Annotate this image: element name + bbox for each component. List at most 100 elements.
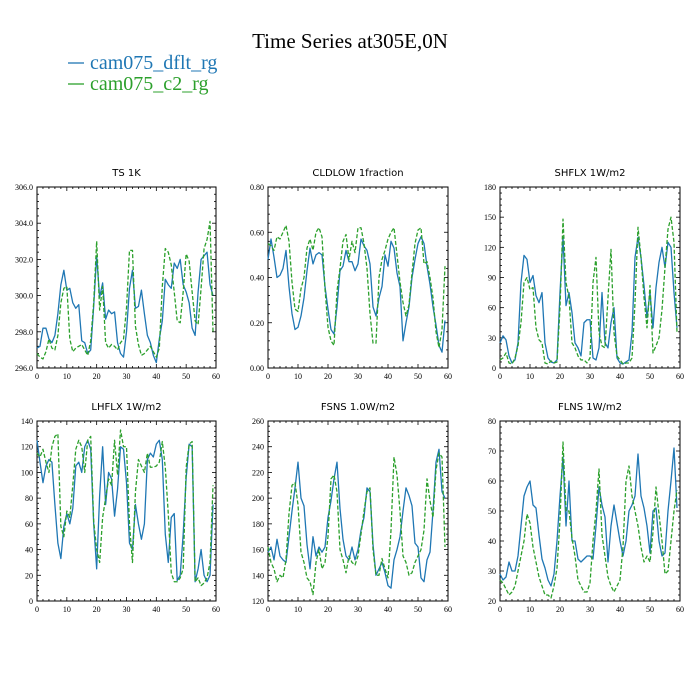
x-tick-label: 40 <box>616 605 624 614</box>
y-tick-label: 180 <box>484 183 496 192</box>
panel-3: SHFLX 1W/m2 0 10 20 30 40 50 60 0 30 60 90 120 150 180 <box>484 168 684 381</box>
x-tick-label: 0 <box>35 372 39 381</box>
x-tick-label: 60 <box>676 605 684 614</box>
x-tick-label: 0 <box>266 605 270 614</box>
y-tick-label: 296.0 <box>15 364 33 373</box>
x-tick-label: 20 <box>324 372 332 381</box>
x-tick-label: 20 <box>324 605 332 614</box>
y-tick-label: 80 <box>488 417 496 426</box>
series-line-1 <box>267 448 446 589</box>
x-tick-label: 40 <box>152 605 160 614</box>
panel-title: LHFLX 1W/m2 <box>91 402 161 413</box>
x-tick-label: 50 <box>646 605 654 614</box>
x-tick-label: 60 <box>444 605 452 614</box>
series-line-2 <box>267 452 446 596</box>
panel-title: SHFLX 1W/m2 <box>555 168 626 179</box>
y-tick-label: 120 <box>21 443 33 452</box>
panel-5: FSNS 1.0W/m2 0 10 20 30 40 50 60 120 140 160 180 200… <box>252 402 452 614</box>
y-tick-label: 302.0 <box>15 255 33 264</box>
y-tick-label: 0.00 <box>250 364 264 373</box>
x-tick-label: 40 <box>152 372 160 381</box>
y-tick-label: 240 <box>252 443 264 452</box>
y-tick-label: 30 <box>488 334 496 343</box>
x-tick-label: 50 <box>646 372 654 381</box>
panel-6: FLNS 1W/m2 0 10 20 30 40 50 60 20 30 40 50 60 70 80 <box>488 402 684 614</box>
y-tick-label: 20 <box>25 571 33 580</box>
y-tick-label: 120 <box>252 597 264 606</box>
series-line-2 <box>36 220 214 360</box>
x-tick-label: 10 <box>294 605 302 614</box>
x-tick-label: 30 <box>586 605 594 614</box>
y-tick-label: 60 <box>488 477 496 486</box>
y-tick-label: 300.0 <box>15 292 33 301</box>
series-line-1 <box>499 447 678 587</box>
panel-frame <box>36 186 217 369</box>
x-tick-label: 0 <box>498 605 502 614</box>
panel-title: CLDLOW 1fraction <box>312 168 403 179</box>
y-tick-label: 220 <box>252 468 264 477</box>
y-tick-label: 180 <box>252 520 264 529</box>
figure-title: Time Series at305E,0N <box>252 29 448 53</box>
x-tick-label: 60 <box>676 372 684 381</box>
x-tick-label: 30 <box>354 372 362 381</box>
x-tick-label: 20 <box>556 605 564 614</box>
x-tick-label: 60 <box>212 605 220 614</box>
series-line-2 <box>499 216 678 365</box>
x-tick-label: 50 <box>414 372 422 381</box>
x-tick-label: 10 <box>294 372 302 381</box>
x-tick-label: 0 <box>266 372 270 381</box>
x-tick-label: 20 <box>93 605 101 614</box>
x-tick-label: 50 <box>182 605 190 614</box>
panel-title: FSNS 1.0W/m2 <box>321 402 395 413</box>
y-tick-label: 0.40 <box>250 274 264 283</box>
series-line-1 <box>36 439 214 583</box>
x-tick-label: 60 <box>444 372 452 381</box>
panel-1: TS 1K 0 10 20 30 40 50 60 296.0 298.0 300.0 302.0 30… <box>15 168 220 381</box>
x-tick-label: 30 <box>586 372 594 381</box>
x-tick-label: 10 <box>526 372 534 381</box>
x-tick-label: 30 <box>123 372 131 381</box>
y-tick-label: 140 <box>21 417 33 426</box>
panel-title: TS 1K <box>111 168 141 179</box>
y-tick-label: 80 <box>25 494 33 503</box>
y-tick-label: 200 <box>252 494 264 503</box>
figure-legend: cam075_dflt_rg cam075_c2_rg <box>68 52 217 95</box>
series-line-1 <box>499 236 678 365</box>
series-line-2 <box>36 429 214 587</box>
y-tick-label: 100 <box>21 468 33 477</box>
y-tick-label: 40 <box>488 537 496 546</box>
legend-label-series-2: cam075_c2_rg <box>90 73 209 95</box>
y-tick-label: 120 <box>484 243 496 252</box>
x-tick-label: 10 <box>526 605 534 614</box>
x-tick-label: 40 <box>384 605 392 614</box>
panel-grid: TS 1K 0 10 20 30 40 50 60 296.0 298.0 300.0 302.0 30… <box>15 168 684 614</box>
x-tick-label: 50 <box>414 605 422 614</box>
panel-4: LHFLX 1W/m2 0 10 20 30 40 50 60 0 20 40 60 80 100 120 1… <box>21 402 220 614</box>
x-tick-label: 10 <box>63 372 71 381</box>
x-tick-label: 20 <box>93 372 101 381</box>
y-tick-label: 160 <box>252 546 264 555</box>
x-tick-label: 40 <box>384 372 392 381</box>
series-line-1 <box>267 236 446 353</box>
series-line-2 <box>499 441 678 599</box>
y-tick-label: 20 <box>488 597 496 606</box>
y-tick-label: 50 <box>488 507 496 516</box>
x-tick-label: 40 <box>616 372 624 381</box>
y-tick-label: 90 <box>488 274 496 283</box>
panel-frame <box>267 186 449 369</box>
y-tick-label: 0 <box>29 597 33 606</box>
y-tick-label: 0.60 <box>250 228 264 237</box>
y-tick-label: 150 <box>484 213 496 222</box>
series-line-2 <box>267 224 446 349</box>
series-line-1 <box>36 251 214 364</box>
y-tick-label: 60 <box>25 520 33 529</box>
y-tick-label: 30 <box>488 567 496 576</box>
x-tick-label: 10 <box>63 605 71 614</box>
x-tick-label: 50 <box>182 372 190 381</box>
panel-2: CLDLOW 1fraction 0 10 20 30 40 50 60 0.00 0.20 0.4… <box>250 168 452 381</box>
y-tick-label: 0 <box>492 364 496 373</box>
panel-title: FLNS 1W/m2 <box>558 402 622 413</box>
x-tick-label: 0 <box>498 372 502 381</box>
y-tick-label: 0.20 <box>250 319 264 328</box>
